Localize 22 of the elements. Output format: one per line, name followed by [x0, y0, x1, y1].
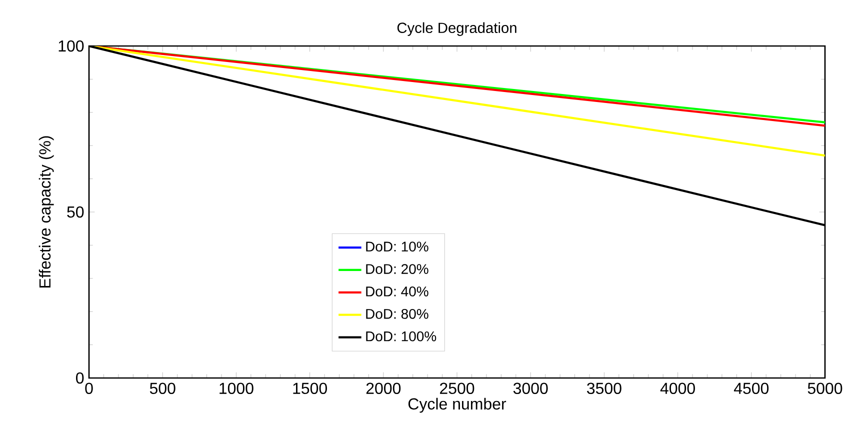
x-tick-label: 1500 — [293, 382, 327, 394]
x-tick-label: 3500 — [587, 382, 622, 394]
y-tick-label: 0 — [76, 372, 84, 384]
x-tick-label: 0 — [85, 382, 93, 394]
legend-label: DoD: 10% — [366, 242, 428, 252]
x-axis-title: Cycle number — [408, 398, 506, 413]
chart-title: Cycle Degradation — [397, 22, 516, 36]
x-tick-label: 2000 — [366, 382, 401, 394]
x-tick-label: 1000 — [220, 382, 254, 394]
y-tick-label: 50 — [67, 206, 84, 218]
x-tick-label: 3000 — [513, 382, 548, 394]
x-tick-label: 4000 — [660, 382, 695, 394]
legend-label: DoD: 40% — [366, 286, 428, 296]
x-tick-label: 4500 — [734, 382, 769, 394]
x-tick-label: 500 — [150, 382, 176, 394]
y-tick-label: 100 — [58, 40, 84, 52]
legend-label: DoD: 100% — [366, 331, 436, 342]
y-axis-title: Effective capacity (%) — [38, 136, 54, 288]
legend-label: DoD: 20% — [366, 264, 428, 274]
x-tick-label: 5000 — [808, 382, 842, 394]
x-tick-label: 2500 — [440, 382, 474, 394]
legend-label: DoD: 80% — [366, 308, 428, 319]
